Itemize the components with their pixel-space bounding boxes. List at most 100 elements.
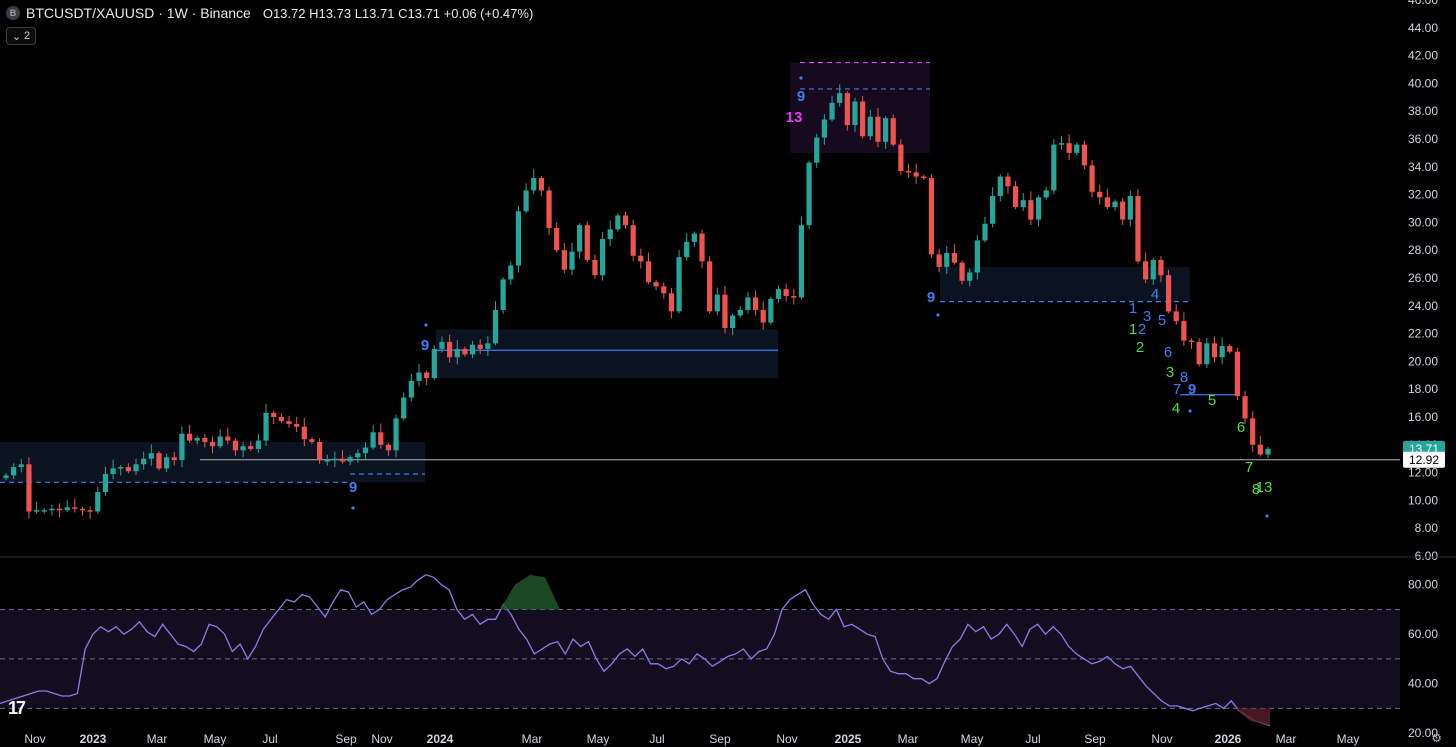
candle bbox=[439, 341, 445, 349]
time-tick-label: May bbox=[204, 732, 227, 746]
candle bbox=[982, 223, 988, 241]
candle bbox=[668, 293, 675, 312]
td-count-label: 9 bbox=[797, 88, 805, 105]
candle bbox=[875, 116, 881, 142]
candle bbox=[1089, 165, 1095, 192]
candle bbox=[928, 177, 935, 255]
chevron-down-icon: ⌄ bbox=[11, 30, 22, 43]
candle bbox=[492, 309, 499, 344]
tradingview-logo[interactable]: 17 bbox=[8, 698, 26, 718]
td-count-label: 7 bbox=[1173, 381, 1181, 398]
candle bbox=[263, 412, 269, 441]
candle bbox=[56, 508, 63, 511]
low-value: 13.71 bbox=[361, 5, 395, 21]
price-tick-label: 12.00 bbox=[1408, 466, 1438, 480]
candle bbox=[722, 294, 728, 329]
candle bbox=[500, 279, 506, 310]
time-tick-label: Mar bbox=[898, 732, 919, 746]
demand-zone bbox=[940, 266, 1190, 302]
high-value: 13.73 bbox=[318, 5, 352, 21]
candle bbox=[477, 344, 483, 349]
candle bbox=[1066, 143, 1072, 153]
candle bbox=[707, 261, 713, 312]
price-tick-label: 46.00 bbox=[1408, 0, 1438, 7]
price-tick-label: 32.00 bbox=[1408, 188, 1438, 202]
settings-gear-icon[interactable]: ⚙ bbox=[1431, 731, 1442, 745]
time-tick-label: Nov bbox=[371, 732, 392, 746]
candle bbox=[538, 177, 544, 191]
price-tick-label: 6.00 bbox=[1415, 549, 1439, 563]
candle bbox=[860, 101, 866, 137]
td-count-label: 1 bbox=[1129, 321, 1137, 338]
candle bbox=[64, 507, 70, 511]
candle bbox=[1257, 444, 1263, 455]
candle bbox=[1158, 259, 1164, 276]
candle bbox=[49, 508, 55, 511]
candle bbox=[622, 215, 629, 226]
candle bbox=[416, 372, 422, 381]
time-tick-label: 2024 bbox=[427, 732, 454, 746]
candle bbox=[339, 458, 346, 462]
price-tick-label: 36.00 bbox=[1408, 132, 1438, 146]
td-dot-marker bbox=[1188, 409, 1192, 413]
candle bbox=[561, 250, 567, 270]
time-tick-label: Sep bbox=[709, 732, 731, 746]
change-value: +0.06 (+0.47%) bbox=[443, 5, 534, 21]
candle bbox=[271, 412, 277, 417]
candle bbox=[783, 289, 789, 297]
candle bbox=[401, 397, 407, 419]
candle bbox=[33, 510, 40, 512]
indicators-collapse-button[interactable]: ⌄ 2 bbox=[6, 27, 36, 45]
candle bbox=[225, 436, 231, 441]
candle bbox=[737, 309, 743, 316]
candle bbox=[974, 240, 980, 273]
close-value: 13.71 bbox=[407, 5, 441, 21]
rsi-tick-label: 80.00 bbox=[1408, 578, 1438, 592]
candle bbox=[508, 265, 514, 280]
td-count-label: 13 bbox=[786, 109, 803, 126]
td-count-label: 9 bbox=[421, 337, 429, 354]
candle bbox=[1143, 261, 1149, 280]
price-tick-label: 8.00 bbox=[1415, 521, 1439, 535]
candle bbox=[554, 227, 560, 251]
symbol-logo-icon: B bbox=[6, 6, 20, 20]
candle bbox=[806, 162, 812, 226]
candle bbox=[645, 261, 652, 283]
candle bbox=[462, 348, 468, 355]
td-dot-marker bbox=[1265, 514, 1269, 518]
candle bbox=[1188, 340, 1195, 343]
time-tick-label: Nov bbox=[776, 732, 797, 746]
candle bbox=[967, 272, 973, 281]
candle bbox=[592, 259, 598, 276]
candle bbox=[1181, 321, 1187, 341]
time-tick-label: Jul bbox=[649, 732, 664, 746]
time-tick-label: Mar bbox=[1276, 732, 1297, 746]
rsi-tick-label: 40.00 bbox=[1408, 677, 1438, 691]
td-count-label: 6 bbox=[1164, 344, 1172, 361]
candle bbox=[607, 229, 613, 240]
rsi-oversold-fill bbox=[1235, 708, 1270, 726]
symbol-title[interactable]: BTCUSDT/XAUUSD · 1W · Binance bbox=[26, 5, 251, 21]
candle bbox=[209, 442, 216, 447]
price-tick-label: 40.00 bbox=[1408, 76, 1438, 90]
price-tick-label: 38.00 bbox=[1408, 104, 1438, 118]
td-dot-marker bbox=[799, 76, 803, 80]
candle bbox=[95, 492, 101, 512]
candle bbox=[584, 225, 590, 260]
td-count-label: 6 bbox=[1237, 419, 1245, 436]
high-label: H bbox=[309, 5, 319, 21]
candle bbox=[278, 417, 284, 422]
td-dot-marker bbox=[936, 313, 940, 317]
candle bbox=[1035, 197, 1042, 220]
td-count-label: 13 bbox=[1256, 479, 1273, 496]
candle bbox=[1028, 200, 1034, 220]
candle bbox=[355, 453, 361, 458]
candle bbox=[852, 101, 858, 126]
candle bbox=[194, 437, 200, 441]
supply-zone bbox=[790, 62, 930, 153]
time-tick-label: Nov bbox=[1151, 732, 1172, 746]
candle bbox=[87, 510, 93, 512]
rsi-tick-label: 60.00 bbox=[1408, 627, 1438, 641]
candle bbox=[110, 468, 116, 474]
